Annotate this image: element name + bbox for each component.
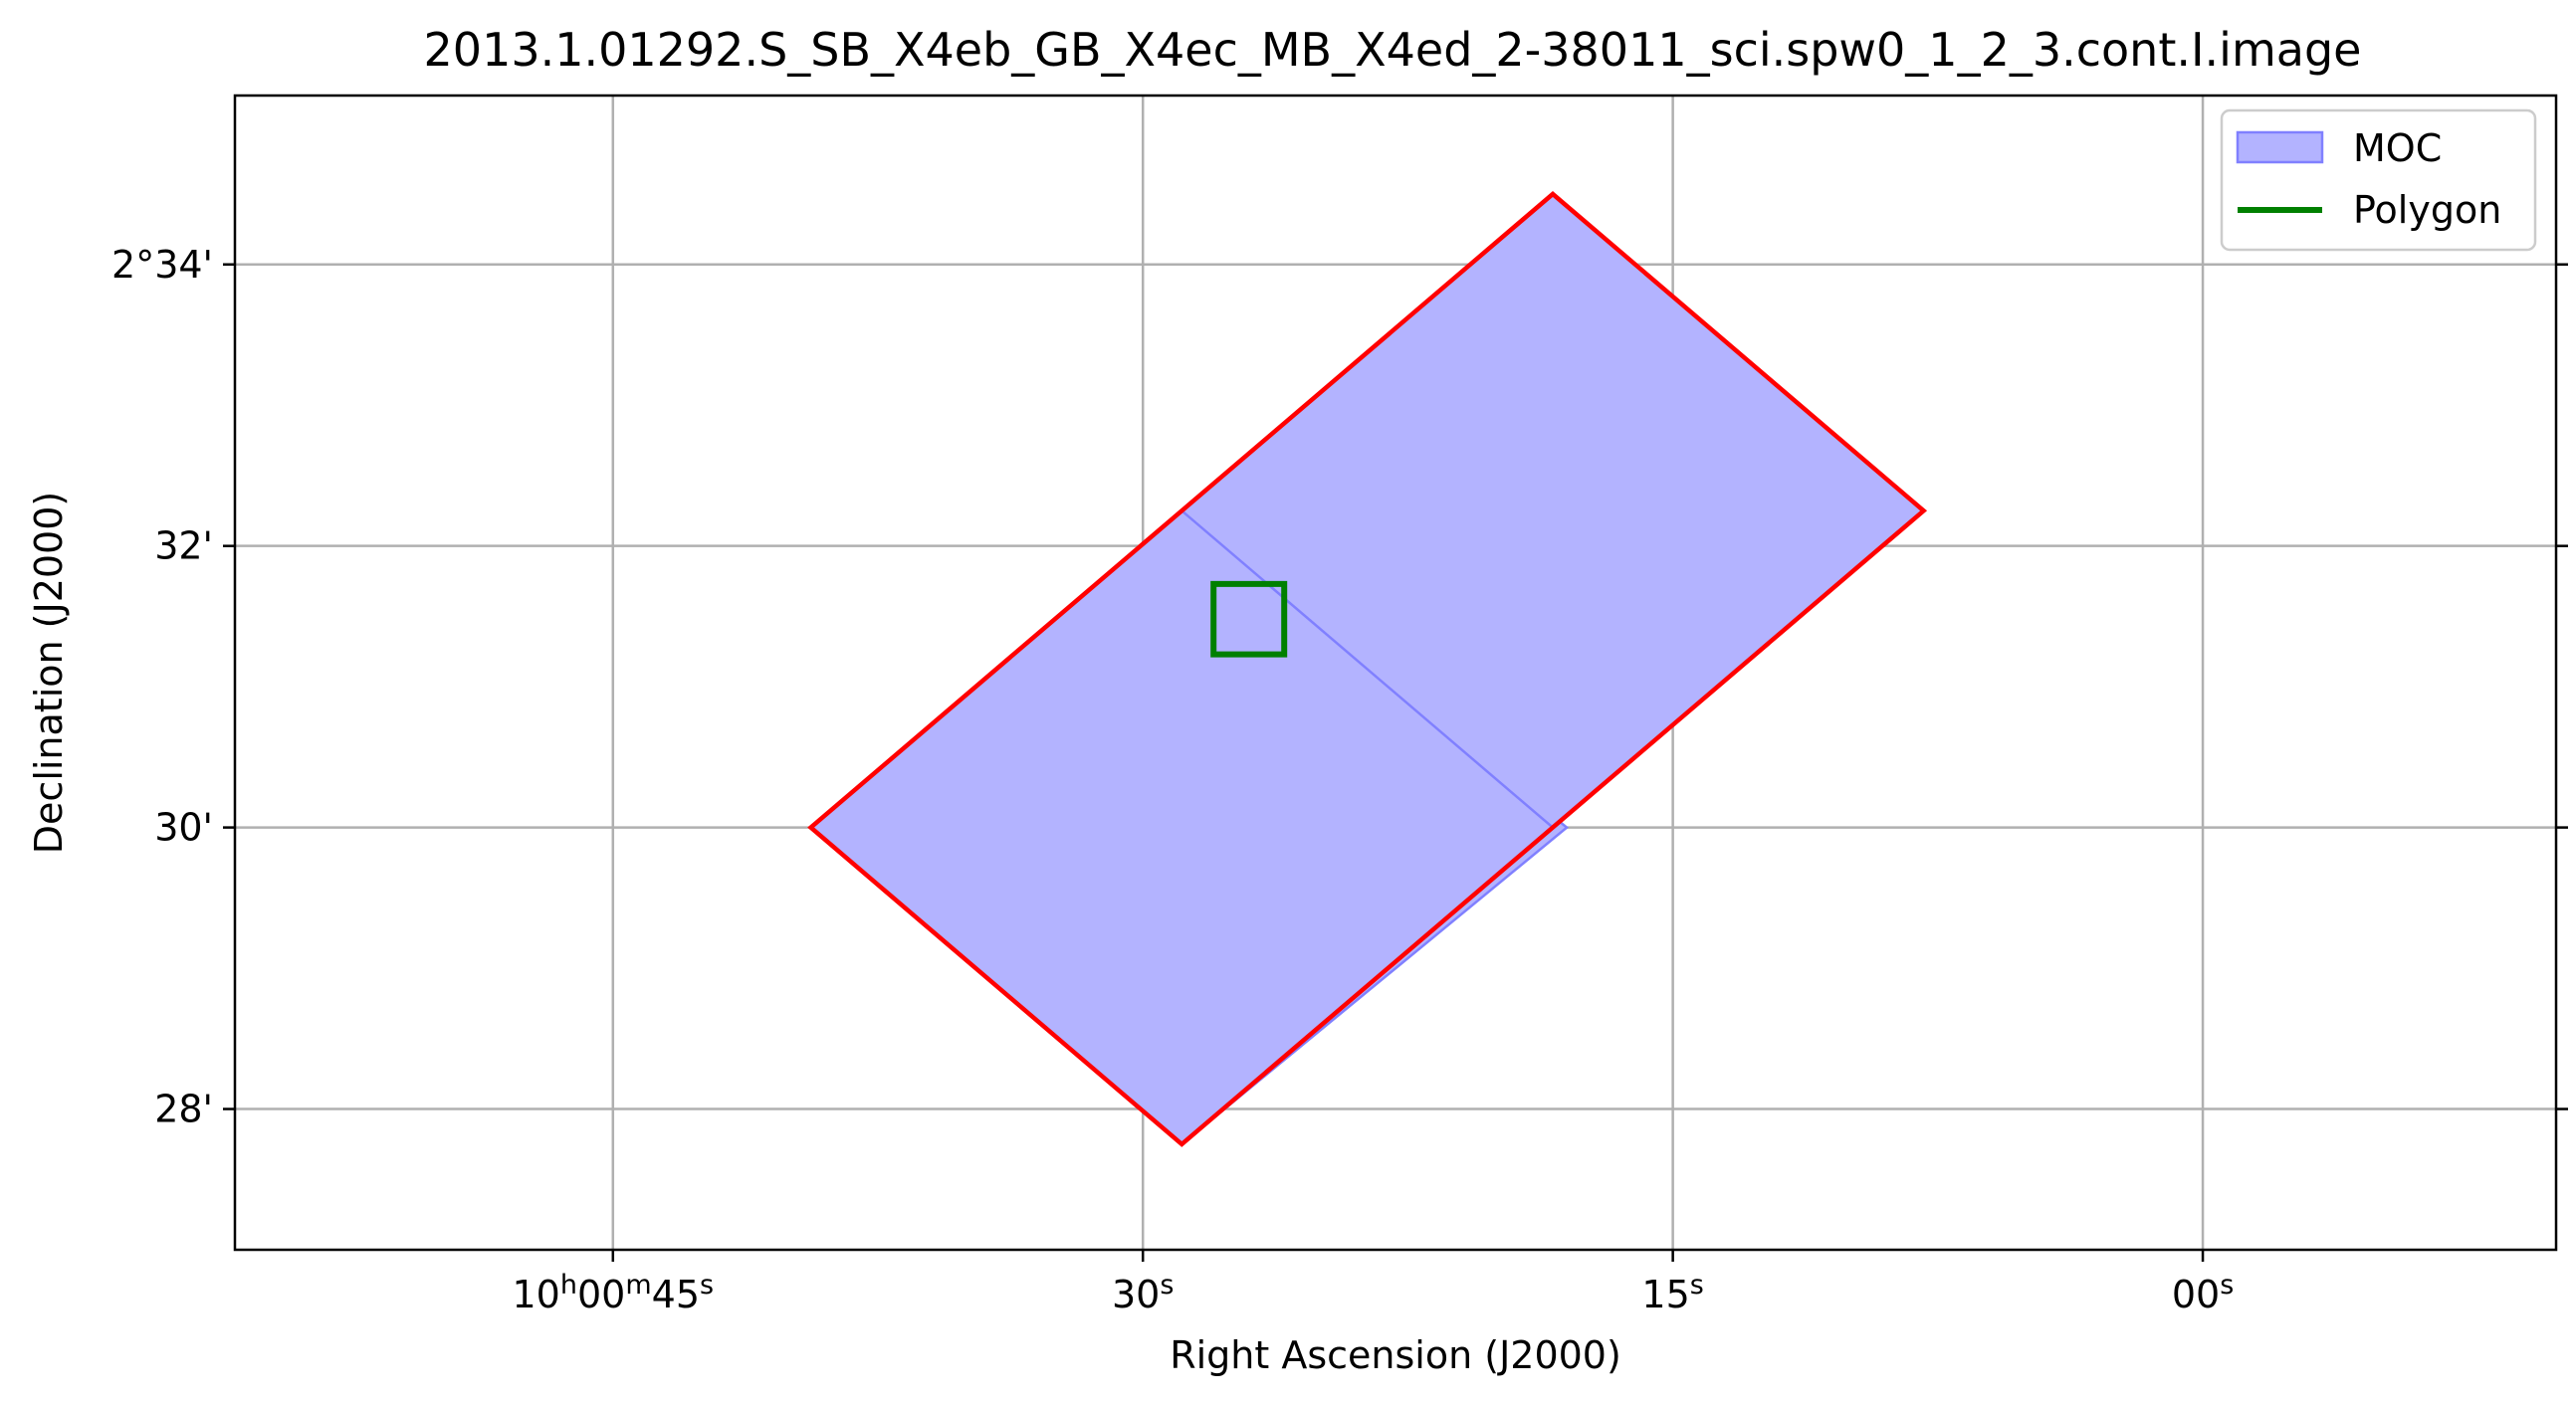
legend-moc-label: MOC bbox=[2353, 126, 2442, 170]
moc-border bbox=[807, 191, 1928, 1147]
y-tick-label: 28' bbox=[154, 1088, 213, 1131]
x-tick-label: 30s​ bbox=[1112, 1270, 1174, 1316]
x-tick-label: 15s​ bbox=[1641, 1270, 1703, 1316]
y-tick-label: 30' bbox=[154, 806, 213, 850]
legend-polygon-label: Polygon bbox=[2353, 188, 2501, 232]
y-tick-label: 2°34' bbox=[111, 243, 213, 287]
chart-title: 2013.1.01292.S_SB_X4eb_GB_X4ec_MB_X4ed_2… bbox=[424, 23, 2362, 77]
x-axis-label: Right Ascension (J2000) bbox=[1170, 1333, 1621, 1377]
axis-ticks: 10h​00m​45s​ 30s​ 15s​ 00s​ 2°34' 32' 30' 28' bbox=[111, 243, 2568, 1316]
plot-data bbox=[807, 191, 1928, 1147]
x-tick-label: 10h​00m​45s​ bbox=[512, 1270, 714, 1316]
plot-frame bbox=[233, 94, 2558, 1252]
x-tick-label: 00s​ bbox=[2172, 1270, 2234, 1316]
legend-moc-swatch bbox=[2236, 130, 2324, 164]
y-axis-label: Declination (J2000) bbox=[27, 492, 71, 854]
polygon-outline bbox=[1210, 580, 1288, 658]
legend: MOC Polygon bbox=[2220, 108, 2537, 252]
y-tick-label: 32' bbox=[154, 524, 213, 568]
